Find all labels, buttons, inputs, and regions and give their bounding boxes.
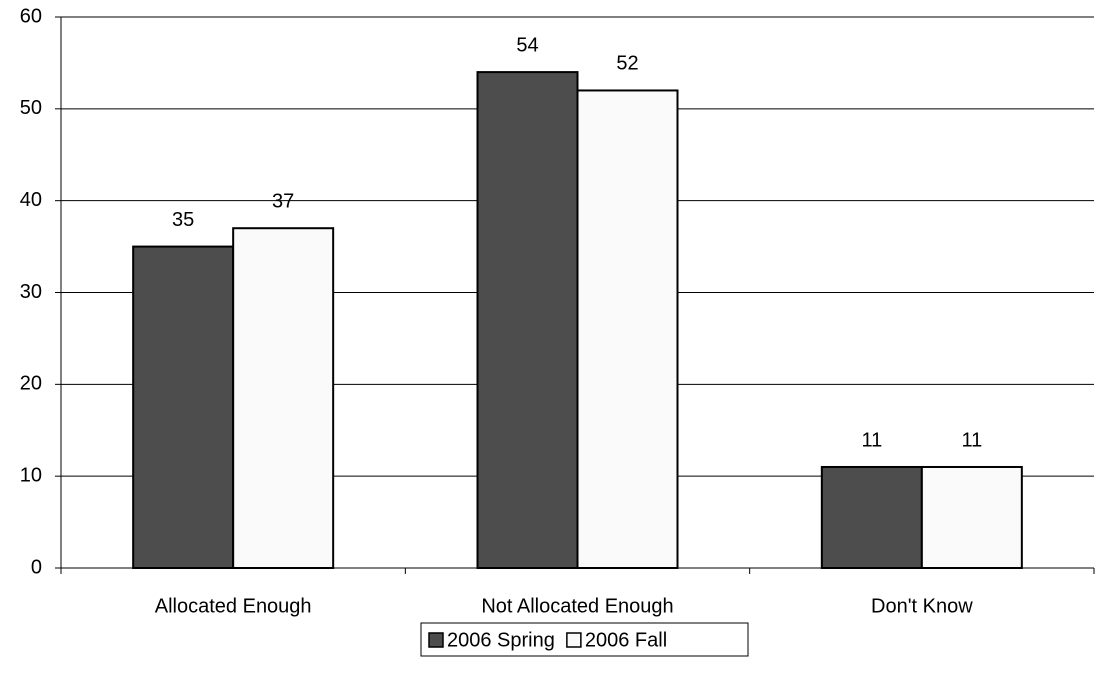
legend-box <box>420 622 749 657</box>
legend-swatch <box>566 632 582 648</box>
data-label: 35 <box>172 209 194 231</box>
legend-label: 2006 Spring <box>447 629 555 651</box>
legend-label: 2006 Fall <box>585 629 667 651</box>
legend-swatch <box>428 632 444 648</box>
x-tick-label: Don't Know <box>871 595 973 617</box>
y-tick-label: 10 <box>20 464 42 486</box>
bar <box>820 465 923 570</box>
y-tick-label: 0 <box>31 556 42 578</box>
bar <box>576 89 679 569</box>
data-label: 54 <box>516 34 538 56</box>
bar <box>132 245 235 569</box>
y-tick-label: 30 <box>20 281 42 303</box>
x-tick-label: Not Allocated Enough <box>481 595 673 617</box>
bar <box>920 465 1023 570</box>
data-label: 52 <box>616 53 638 75</box>
y-tick-label: 60 <box>20 5 42 27</box>
data-label: 11 <box>861 429 882 451</box>
bar <box>232 227 335 569</box>
data-label: 37 <box>272 190 294 212</box>
bar <box>476 71 579 569</box>
x-tick-label: Allocated Enough <box>155 595 312 617</box>
data-label: 11 <box>961 429 982 451</box>
y-tick-label: 40 <box>20 189 42 211</box>
y-tick-label: 50 <box>20 97 42 119</box>
y-tick-label: 20 <box>20 373 42 395</box>
